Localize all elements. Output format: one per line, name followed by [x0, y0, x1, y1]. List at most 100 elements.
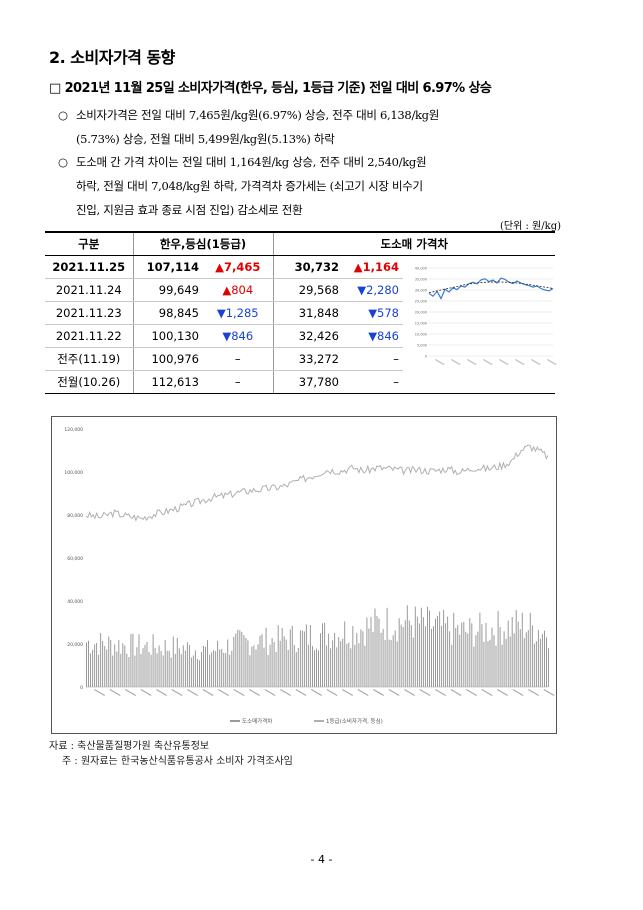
big-bar	[435, 618, 436, 687]
big-bar	[388, 639, 390, 687]
gap-value: 29,568	[273, 278, 343, 302]
big-x-tick	[187, 688, 198, 697]
big-x-tick	[326, 688, 338, 697]
big-bar	[261, 634, 263, 687]
mini-y-tick: 35,000	[415, 278, 427, 282]
source-note: 자료 : 축산물품질평가원 축산유통정보	[49, 737, 209, 752]
big-bar	[146, 641, 148, 687]
big-x-tick	[419, 688, 431, 696]
big-series-consumer-price	[85, 444, 549, 522]
big-bar	[281, 628, 283, 687]
big-bar	[116, 651, 118, 687]
big-bar	[184, 650, 186, 687]
big-bar	[328, 633, 330, 687]
big-bar	[394, 630, 396, 687]
big-x-tick	[233, 688, 245, 696]
big-bar	[263, 647, 265, 687]
big-bar	[378, 618, 380, 687]
big-bar	[364, 645, 366, 687]
big-bar	[205, 646, 206, 687]
big-bar	[422, 617, 424, 687]
price-value: 107,114	[133, 255, 203, 279]
big-bar	[431, 628, 432, 687]
big-bar	[122, 643, 124, 687]
big-bar	[316, 648, 317, 687]
big-y-tick: 100,000	[64, 470, 83, 476]
big-bar	[273, 641, 275, 687]
bullet-2: ○ 도소매 간 가격 차이는 전일 대비 1,164원/kg 상승, 전주 대비 …	[58, 150, 578, 222]
big-bar	[100, 633, 102, 687]
section-title: 2. 소비자가격 동향	[49, 48, 175, 67]
big-bar	[259, 635, 261, 687]
big-bar	[160, 651, 162, 687]
big-x-tick	[342, 688, 353, 697]
big-bar	[207, 640, 208, 687]
big-bar	[414, 606, 416, 687]
big-x-tick	[388, 688, 400, 696]
big-bar	[400, 624, 402, 687]
big-bar	[503, 631, 505, 687]
big-bar	[201, 651, 202, 687]
mini-y-tick: 20,000	[415, 311, 427, 315]
big-bar	[265, 627, 267, 687]
big-bar	[132, 633, 134, 687]
big-bar	[515, 610, 517, 687]
big-bar	[497, 610, 499, 687]
big-bar	[90, 653, 91, 687]
big-bar	[283, 636, 285, 687]
big-bar	[297, 648, 299, 687]
big-x-tick	[435, 688, 446, 696]
price-value: 100,130	[133, 324, 203, 348]
bullet-1-line1: 소비자가격은 전일 대비 7,465원/kg원(6.97%) 상승, 전주 대비…	[76, 108, 440, 122]
big-bar	[412, 637, 414, 687]
big-bar	[247, 640, 249, 687]
big-bar	[541, 633, 543, 687]
big-bar	[358, 643, 360, 687]
gap-change: ▼2,280	[343, 278, 403, 302]
gap-change: ▼846	[343, 324, 403, 348]
price-change: –	[203, 370, 274, 394]
price-value: 112,613	[133, 370, 203, 394]
mini-y-tick: 40,000	[415, 267, 427, 271]
mini-x-tick	[499, 358, 509, 365]
big-x-tick	[311, 688, 322, 696]
big-bar	[92, 649, 94, 687]
big-bar	[219, 649, 221, 687]
big-bar	[158, 645, 160, 687]
source-label: 자료 :	[49, 741, 74, 752]
big-y-tick: 80,000	[67, 513, 83, 519]
big-bar	[537, 630, 539, 687]
price-change: ▼846	[203, 324, 274, 348]
mini-series-actual	[428, 277, 554, 300]
big-x-tick	[125, 688, 136, 697]
big-bar	[186, 642, 188, 687]
big-bar	[469, 618, 471, 687]
big-bar	[479, 612, 481, 687]
big-bar	[332, 640, 334, 687]
mini-line-chart: 40,000 35,000 30,000 25,000 20,000 15,000 10,0…	[415, 267, 557, 366]
big-bar	[459, 634, 461, 687]
big-bar	[289, 629, 291, 687]
big-bar	[418, 623, 420, 687]
row-label: 2021.11.25	[45, 255, 134, 279]
big-bar	[322, 623, 323, 687]
big-bar	[529, 612, 531, 687]
big-bar	[164, 640, 166, 687]
mini-series-trend	[428, 281, 554, 293]
price-change: –	[203, 347, 274, 371]
big-bar	[144, 644, 146, 687]
big-bar	[277, 625, 279, 687]
big-bar	[386, 607, 388, 687]
price-value: 99,649	[133, 278, 203, 302]
gap-value: 31,848	[273, 301, 343, 325]
big-bar	[318, 650, 319, 687]
big-bar	[338, 637, 340, 687]
big-chart-frame: 120,000 100,000 80,000 60,000 40,000 20,000 0 …	[51, 416, 557, 734]
big-y-tick: 40,000	[67, 599, 83, 605]
big-bar	[517, 621, 519, 687]
big-bar	[473, 646, 475, 687]
big-bar	[424, 626, 426, 687]
gap-change: –	[343, 347, 403, 371]
big-y-tick: 60,000	[67, 556, 83, 562]
big-bar	[463, 621, 465, 687]
